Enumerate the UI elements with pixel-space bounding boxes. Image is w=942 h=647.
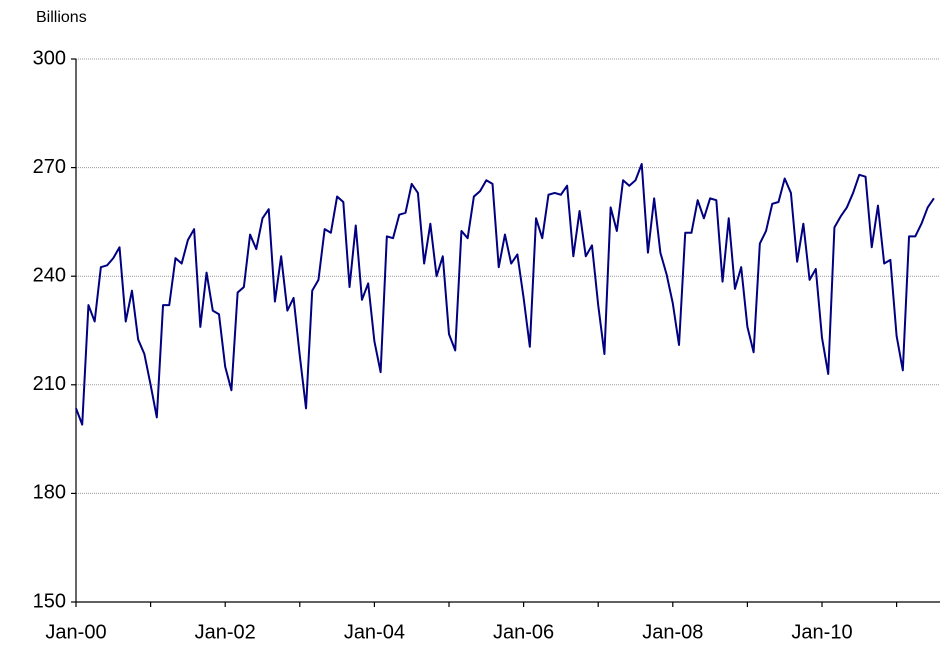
y-tick-label: 210	[33, 373, 66, 395]
y-axis-label: Billions	[36, 9, 87, 26]
x-tick-label: Jan-00	[45, 621, 106, 643]
y-tick-label: 180	[33, 482, 66, 504]
y-tick-label: 270	[33, 156, 66, 178]
data-line	[75, 162, 935, 426]
x-tick-label: Jan-02	[195, 621, 256, 643]
y-tick-label: 240	[33, 264, 66, 286]
y-tick-label: 150	[33, 590, 66, 612]
x-tick-label: Jan-06	[493, 621, 554, 643]
x-tick-label: Jan-08	[642, 621, 703, 643]
y-tick-label: 300	[33, 47, 66, 69]
x-tick-label: Jan-10	[791, 621, 852, 643]
x-tick-label: Jan-04	[344, 621, 405, 643]
